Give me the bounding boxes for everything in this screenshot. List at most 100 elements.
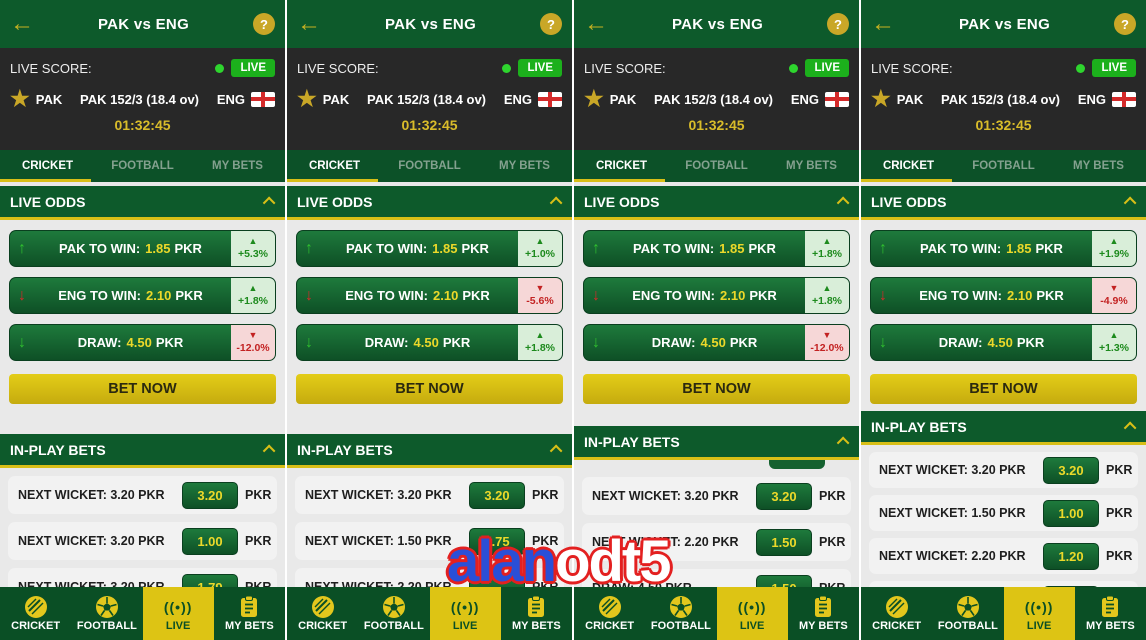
bet-odds-badge[interactable]: 1.00 [182,527,238,555]
tab-my-bets[interactable]: MY BETS [786,160,837,172]
nav-item-cricket[interactable]: CRICKET [287,587,358,640]
in-play-bet-row[interactable]: NEXT WICKET: 3.20 PKR 3.20 PKR [582,477,851,515]
odds-label: PAK TO WIN: [346,241,428,256]
back-arrow-icon[interactable]: ← [584,10,608,37]
nav-item-my-bets[interactable]: MY BETS [1075,587,1146,640]
tab-my-bets[interactable]: MY BETS [1073,160,1124,172]
nav-item-football[interactable]: FOOTBALL [71,587,142,640]
bet-now-button[interactable]: BET NOW [583,374,850,404]
in-play-bet-row[interactable]: NEXT WICKET: 1.50 PKR 1.00 PKR [869,495,1138,531]
in-play-bets-header[interactable]: IN-PLAY BETS [0,434,285,468]
bet-odds-badge[interactable]: 3.20 [182,481,238,509]
nav-item-cricket[interactable]: CRICKET [0,587,71,640]
tab-cricket[interactable]: CRICKET [574,150,669,182]
chevron-up-icon[interactable] [1123,196,1137,210]
help-icon[interactable]: ? [1114,13,1136,35]
live-odds-header[interactable]: LIVE ODDS [287,186,572,220]
bet-odds-badge[interactable]: 3.20 [1043,456,1099,484]
odds-value: 4.50 [987,335,1013,350]
chevron-up-icon[interactable] [262,444,276,458]
cricket-ball-icon [23,595,48,619]
help-icon[interactable]: ? [827,13,849,35]
tab-football[interactable]: FOOTBALL [398,160,461,172]
chevron-up-icon[interactable] [836,436,850,450]
nav-item-football[interactable]: FOOTBALL [645,587,716,640]
chevron-up-icon[interactable] [549,196,563,210]
live-odds-header[interactable]: LIVE ODDS [0,186,285,220]
bet-odds-badge[interactable]: 3.20 [756,482,812,510]
tab-cricket[interactable]: CRICKET [861,150,956,182]
help-icon[interactable]: ? [253,13,275,35]
bet-odds-badge[interactable]: 1.50 [756,528,812,556]
in-play-bet-row[interactable]: NEXT WICKET: 3.20 PKR 1.00 PKR [8,522,277,560]
nav-item-cricket[interactable]: CRICKET [574,587,645,640]
chevron-up-icon[interactable] [262,196,276,210]
odds-label: ENG TO WIN: [919,288,1003,303]
tab-football[interactable]: FOOTBALL [685,160,748,172]
chevron-up-icon[interactable] [549,444,563,458]
tab-my-bets[interactable]: MY BETS [499,160,550,172]
bet-odds-badge[interactable]: 3.20 [469,481,525,509]
bet-now-button[interactable]: BET NOW [9,374,276,404]
football-icon [382,595,406,619]
bet-odds-badge[interactable]: 1.00 [1043,499,1099,527]
tab-football[interactable]: FOOTBALL [972,160,1035,172]
tab-football[interactable]: FOOTBALL [111,160,174,172]
chevron-up-icon[interactable] [1123,421,1137,435]
in-play-bet-row[interactable]: NEXT WICKET: 3.20 PKR 3.20 PKR [8,476,277,514]
in-play-bet-row[interactable]: NEXT WICKET: 2.20 PKR 1.20 PKR [869,538,1138,574]
chevron-up-icon[interactable] [836,196,850,210]
tab-my-bets[interactable]: MY BETS [212,160,263,172]
nav-item-cricket[interactable]: CRICKET [861,587,932,640]
in-play-bet-row[interactable]: NEXT WICKET: 2.20 PKR 1.50 PKR [582,523,851,561]
live-odds-header[interactable]: LIVE ODDS [861,186,1146,220]
nav-item-football[interactable]: FOOTBALL [358,587,429,640]
bet-currency: PKR [819,489,846,503]
nav-item-my-bets[interactable]: MY BETS [501,587,572,640]
nav-item-live[interactable]: ((•)) LIVE [429,587,501,640]
team-star-icon: ★ [10,86,30,111]
in-play-bets-header[interactable]: IN-PLAY BETS [861,411,1146,445]
delta-value: -12.0% [236,341,270,354]
delta-badge: +1.8% [805,277,850,314]
back-arrow-icon[interactable]: ← [10,10,34,37]
nav-label: LIVE [165,620,191,632]
nav-item-football[interactable]: FOOTBALL [932,587,1003,640]
in-play-bets-header[interactable]: IN-PLAY BETS [574,426,859,460]
back-arrow-icon[interactable]: ← [871,10,895,37]
back-arrow-icon[interactable]: ← [297,10,321,37]
bottom-nav-bar: CRICKET FOOTBALL ((•)) LIVE MY BETS [287,587,572,640]
live-odds-title: LIVE ODDS [871,193,947,210]
in-play-bet-row[interactable]: NEXT WICKET: 3.20 PKR 3.20 PKR [869,452,1138,488]
in-play-bets-header[interactable]: IN-PLAY BETS [287,434,572,468]
tab-cricket[interactable]: CRICKET [0,150,95,182]
bet-odds-badge[interactable]: 1.75 [469,527,525,555]
live-odds-header[interactable]: LIVE ODDS [574,186,859,220]
tab-cricket[interactable]: CRICKET [287,150,382,182]
nav-item-live[interactable]: ((•)) LIVE [1003,587,1075,640]
in-play-bet-row[interactable]: NEXT WICKET: 1.50 PKR 1.75 PKR [295,522,564,560]
help-icon[interactable]: ? [540,13,562,35]
odds-value: 4.50 [126,335,152,350]
bet-odds-badge[interactable]: 1.20 [1043,542,1099,570]
nav-item-my-bets[interactable]: MY BETS [788,587,859,640]
nav-item-live[interactable]: ((•)) LIVE [142,587,214,640]
nav-item-live[interactable]: ((•)) LIVE [716,587,788,640]
bet-now-button[interactable]: BET NOW [870,374,1137,404]
in-play-bet-row[interactable]: NEXT WICKET: 3.20 PKR 3.20 PKR [295,476,564,514]
live-score-label: LIVE SCORE: [871,60,953,76]
nav-item-my-bets[interactable]: MY BETS [214,587,285,640]
bet-now-button[interactable]: BET NOW [296,374,563,404]
